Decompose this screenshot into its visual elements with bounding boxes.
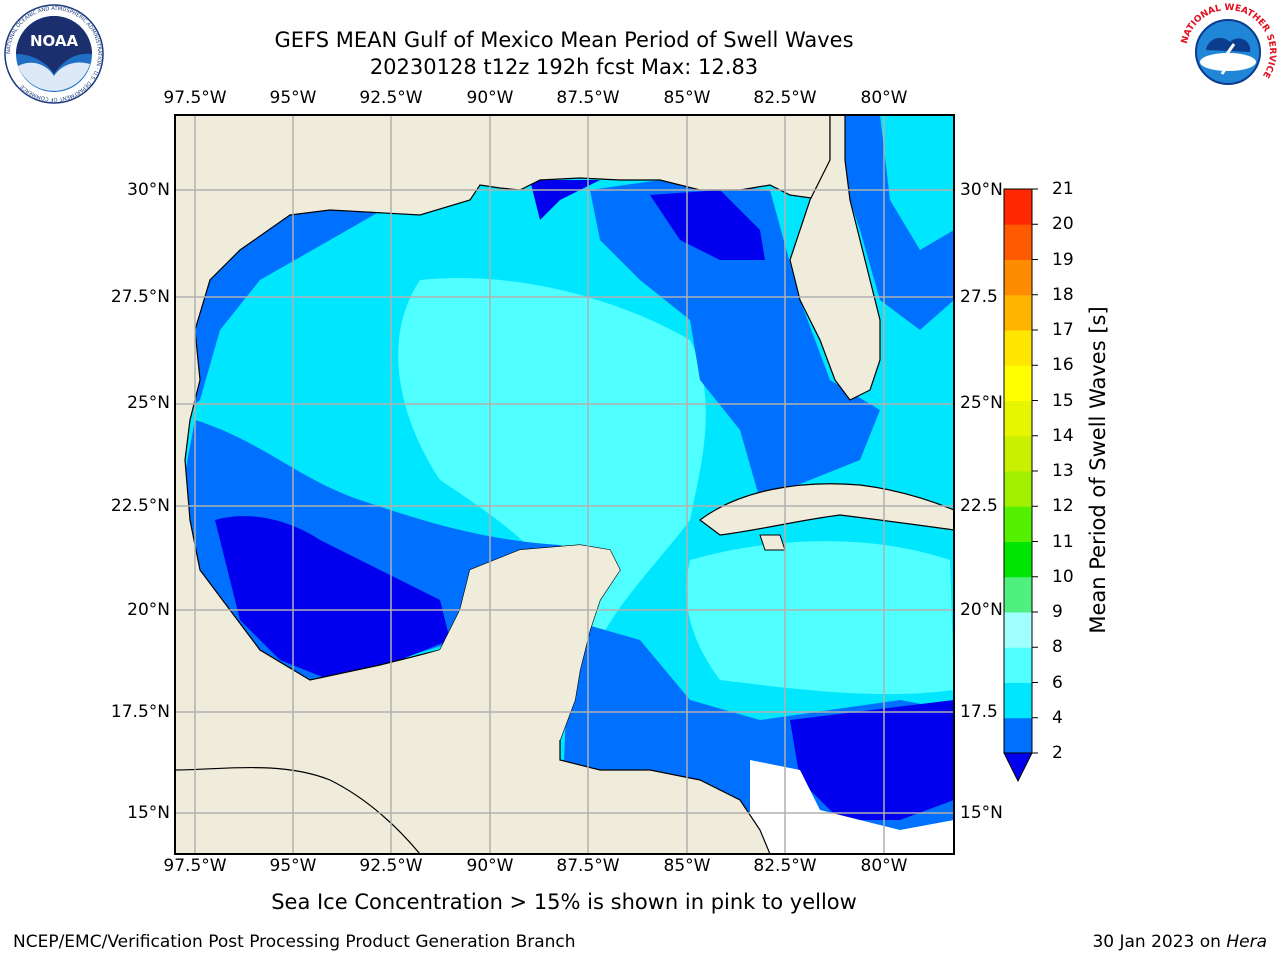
lat-tick-right: 30°N bbox=[960, 180, 1003, 200]
lon-tick-bottom: 87.5°W bbox=[556, 856, 620, 876]
colorbar-tick-label: 6 bbox=[1052, 672, 1063, 693]
colorbar-segment bbox=[1004, 612, 1032, 648]
colorbar-tick-label: 8 bbox=[1052, 637, 1063, 658]
lon-tick-bottom: 82.5°W bbox=[753, 856, 817, 876]
colorbar-segment bbox=[1004, 647, 1032, 683]
swell-region-deep-caribbean bbox=[790, 700, 954, 820]
colorbar-tick-label: 13 bbox=[1052, 461, 1074, 481]
colorbar-segment bbox=[1004, 682, 1032, 719]
lon-tick-bottom: 92.5°W bbox=[359, 856, 423, 876]
footer-host: Hera bbox=[1226, 932, 1267, 952]
swell-region-mid-east bbox=[590, 180, 880, 500]
lat-tick-left: 30°N bbox=[127, 180, 170, 200]
lat-tick-left: 27.5°N bbox=[110, 287, 170, 307]
colorbar-segment bbox=[1004, 365, 1032, 401]
svg-text:NOAA: NOAA bbox=[30, 32, 79, 50]
map-title: GEFS MEAN Gulf of Mexico Mean Period of … bbox=[274, 28, 854, 52]
lat-tick-right: 15°N bbox=[960, 803, 1003, 823]
colorbar-tick-label: 16 bbox=[1052, 355, 1074, 376]
lat-tick-right: 22.5 bbox=[960, 496, 998, 516]
colorbar-segment bbox=[1004, 471, 1032, 507]
colorbar-segment bbox=[1004, 506, 1032, 542]
swell-region-deep-northeast bbox=[650, 190, 765, 260]
colorbar-segment bbox=[1004, 435, 1032, 472]
colorbar-segment bbox=[1004, 189, 1032, 225]
colorbar-segment bbox=[1004, 400, 1032, 437]
colorbar-tick-label: 11 bbox=[1052, 531, 1074, 552]
swell-region-bahamas-cyan bbox=[870, 330, 954, 430]
lat-tick-left: 20°N bbox=[127, 600, 170, 620]
lon-tick-bottom: 97.5°W bbox=[163, 856, 227, 876]
lon-tick-top: 92.5°W bbox=[359, 88, 423, 108]
colorbar-tick-label: 19 bbox=[1052, 249, 1074, 270]
land-florida bbox=[789, 115, 881, 401]
lon-tick-top: 95°W bbox=[269, 88, 317, 108]
colorbar bbox=[1003, 188, 1038, 783]
lon-tick-bottom: 90°W bbox=[466, 856, 514, 876]
lon-tick-top: 82.5°W bbox=[753, 88, 817, 108]
lat-tick-left: 22.5°N bbox=[110, 496, 170, 516]
lon-tick-top: 87.5°W bbox=[556, 88, 620, 108]
lat-tick-right: 27.5 bbox=[960, 287, 998, 307]
colorbar-segment bbox=[1004, 294, 1032, 331]
no-data-region bbox=[750, 760, 954, 854]
colorbar-tick-label: 2 bbox=[1052, 743, 1063, 763]
swell-region-light-caribbean bbox=[686, 541, 954, 695]
colorbar-label: Mean Period of Swell Waves [s] bbox=[1086, 306, 1110, 634]
lon-tick-bottom: 80°W bbox=[860, 856, 908, 876]
land-yucatan bbox=[175, 545, 620, 740]
colorbar-under-arrow bbox=[1003, 752, 1033, 783]
colorbar-tick-label: 12 bbox=[1052, 496, 1074, 517]
swell-region-atlantic-cyan bbox=[880, 115, 954, 250]
colorbar-tick-label: 14 bbox=[1052, 425, 1074, 446]
colorbar-tick-label: 4 bbox=[1052, 707, 1063, 728]
colorbar-segment bbox=[1004, 541, 1032, 578]
lon-tick-top: 90°W bbox=[466, 88, 514, 108]
colorbar-segment bbox=[1004, 224, 1032, 260]
land-isla-juventud bbox=[759, 534, 786, 551]
lon-tick-top: 80°W bbox=[860, 88, 908, 108]
colorbar-tick-label: 15 bbox=[1052, 390, 1074, 411]
lat-tick-left: 25°N bbox=[127, 393, 170, 413]
colorbar-tick-label: 18 bbox=[1052, 284, 1074, 305]
colorbar-segment bbox=[1004, 330, 1032, 366]
footer-credit: NCEP/EMC/Verification Post Processing Pr… bbox=[13, 932, 576, 952]
lat-tick-left: 15°N bbox=[127, 803, 170, 823]
map-frame bbox=[174, 114, 955, 855]
colorbar-segment bbox=[1004, 576, 1032, 613]
map-gridlines bbox=[175, 115, 954, 854]
colorbar-tick-label: 20 bbox=[1052, 214, 1074, 235]
noaa-logo-icon: NATIONAL OCEANIC AND ATMOSPHERIC ADMINIS… bbox=[4, 4, 104, 104]
colorbar-segment bbox=[1004, 717, 1032, 754]
lon-tick-top: 85°W bbox=[663, 88, 711, 108]
map-subtitle: 20230128 t12z 192h fcst Max: 12.83 bbox=[369, 55, 759, 79]
colorbar-segment bbox=[1004, 259, 1032, 296]
lon-tick-bottom: 85°W bbox=[663, 856, 711, 876]
lat-tick-left: 17.5°N bbox=[110, 702, 170, 722]
lat-tick-right: 17.5 bbox=[960, 702, 998, 722]
lon-tick-bottom: 95°W bbox=[269, 856, 317, 876]
lon-tick-top: 97.5°W bbox=[163, 88, 227, 108]
footer-date: 30 Jan 2023 on Hera bbox=[1092, 932, 1267, 952]
footer-date-text: 30 Jan 2023 on bbox=[1092, 932, 1227, 952]
lat-tick-right: 20°N bbox=[960, 600, 1003, 620]
colorbar-tick-label: 17 bbox=[1052, 320, 1074, 340]
land-cuba bbox=[698, 483, 954, 536]
lat-tick-right: 25°N bbox=[960, 393, 1003, 413]
nws-logo-icon: NATIONAL WEATHER SERVICE bbox=[1180, 3, 1277, 100]
colorbar-tick-label: 10 bbox=[1052, 566, 1074, 587]
sea-ice-note: Sea Ice Concentration > 15% is shown in … bbox=[271, 890, 857, 914]
colorbar-tick-label: 9 bbox=[1052, 602, 1063, 622]
swell-region-light-center bbox=[398, 278, 706, 640]
colorbar-tick-label: 21 bbox=[1052, 179, 1074, 199]
